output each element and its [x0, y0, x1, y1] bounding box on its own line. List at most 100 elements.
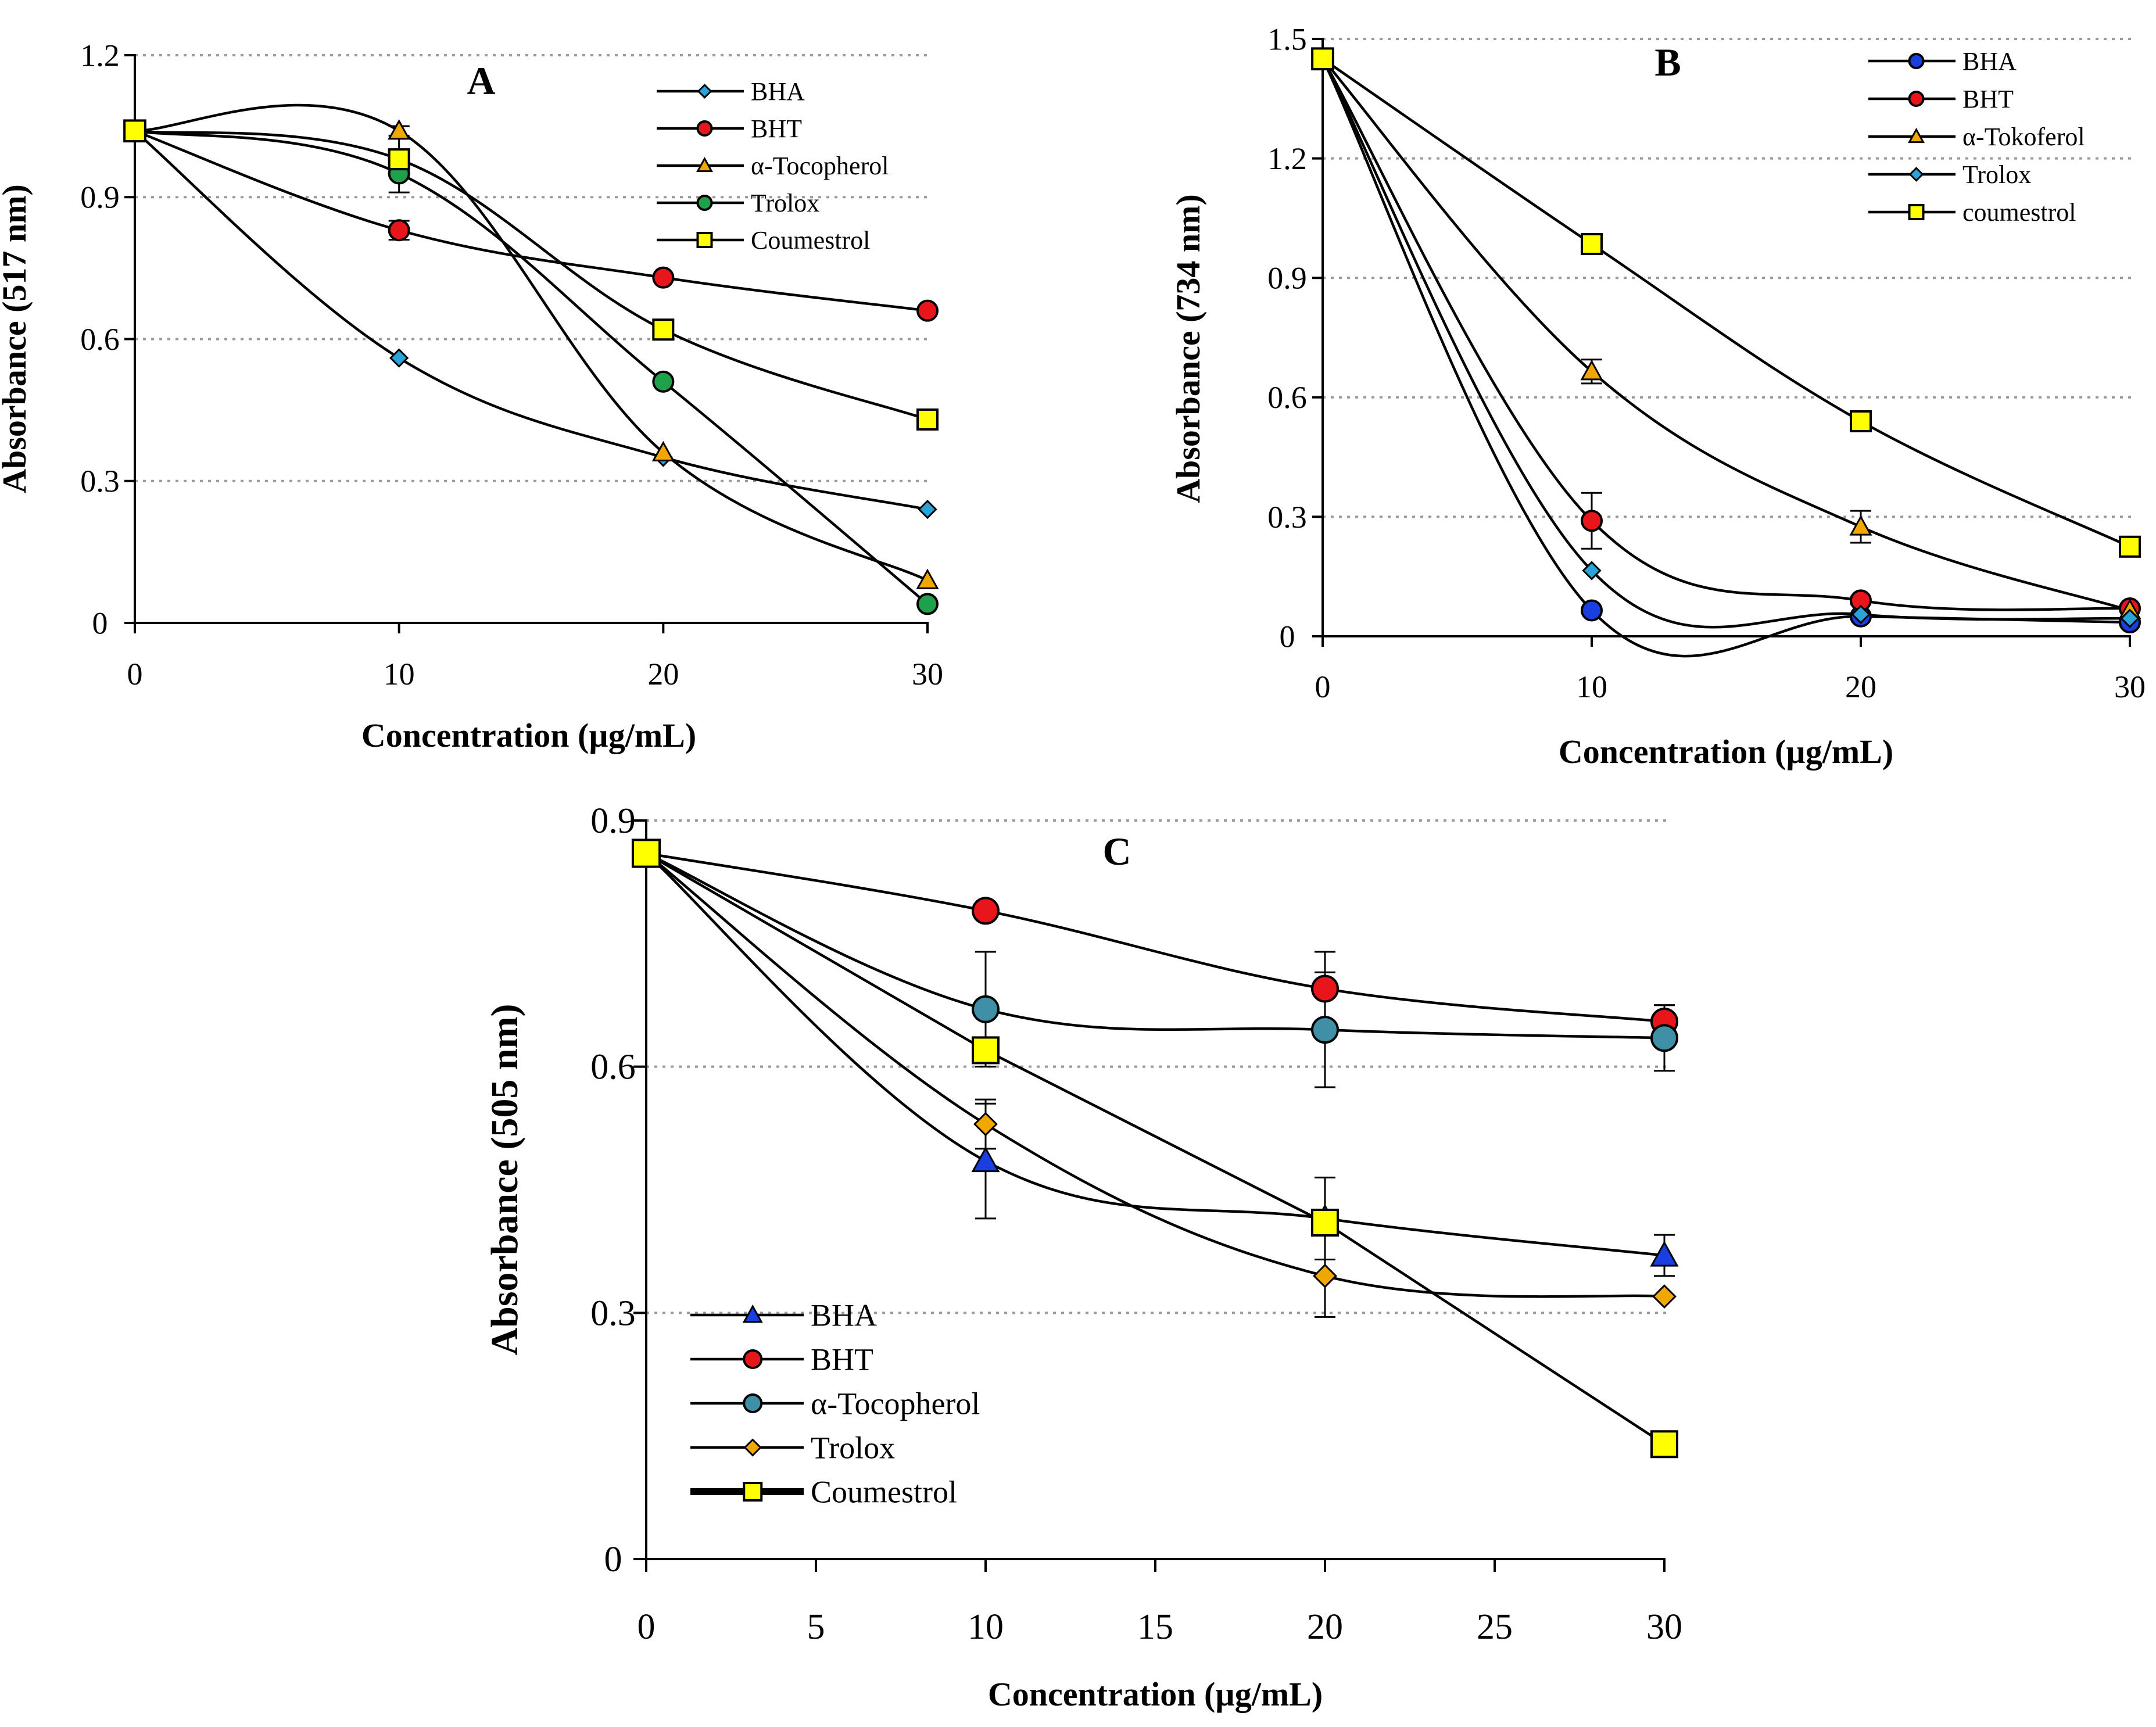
legend-marker-alpha-tokoferol	[1907, 127, 1925, 144]
y-tick-label: 1.2	[1267, 141, 1307, 176]
x-axis-title: Concentration (µg/mL)	[361, 716, 696, 754]
legend-label-coumestrol: coumestrol	[1962, 198, 2076, 227]
data-point-bht	[1311, 974, 1339, 1003]
data-point-alpha-tokoferol	[1580, 360, 1603, 381]
series-line-trolox	[645, 852, 1665, 1298]
y-tick-label: 0.9	[590, 801, 636, 841]
legend-label-alpha-tocopherol: α-Tocopherol	[811, 1386, 980, 1421]
data-point-alpha-tokoferol	[1849, 515, 1872, 536]
data-point-trolox	[1582, 561, 1602, 581]
series-line-coumestrol	[134, 130, 928, 421]
y-tick-label: 0.9	[80, 180, 120, 215]
x-tick-label: 30	[2114, 669, 2146, 704]
x-tick-label: 30	[1646, 1607, 1682, 1647]
data-point-alpha-tocopherol	[651, 440, 675, 461]
data-point-coumestrol	[1311, 47, 1334, 71]
y-tick-label: 0.3	[590, 1294, 636, 1333]
legend-label-bha: BHA	[751, 77, 805, 106]
data-point-coumestrol	[2119, 535, 2141, 558]
y-axis-title: Absorbance (517 nm)	[0, 184, 33, 493]
legend: BHA BHT α-Tocopherol Trolox Coumestrol	[690, 1298, 980, 1509]
legend-marker-coumestrol	[743, 1482, 763, 1502]
data-point-trolox	[2120, 608, 2140, 628]
data-point-bht	[1581, 510, 1603, 532]
chart-panel-b: 0 0.3 0.6 0.9 1.2 1.5 0 10 20 30 Concentration (µg…	[1169, 22, 2146, 771]
data-point-bha	[1581, 599, 1603, 622]
y-axis-title: Absorbance (734 nm)	[1169, 194, 1207, 503]
data-point-alpha-tocopherol	[1650, 1024, 1678, 1052]
chart-panel-c: 0 0.3 0.6 0.9 0 5 10 15 20 25 30 Concentration (µg/…	[484, 801, 1682, 1713]
legend-label-bht: BHT	[751, 114, 802, 143]
data-point-bha	[1650, 1241, 1679, 1267]
legend-marker-bht	[1908, 91, 1925, 107]
data-point-alpha-tocopherol	[1311, 1016, 1339, 1044]
panel-letter: A	[467, 59, 495, 103]
legend-marker-bht	[743, 1349, 763, 1369]
y-tick-label: 0	[92, 605, 108, 640]
legend-marker-alpha-tocopherol	[696, 156, 714, 173]
data-point-alpha-tocopherol	[388, 119, 411, 140]
x-axis-title: Concentration (µg/mL)	[988, 1675, 1323, 1713]
x-tick-label: 15	[1137, 1607, 1173, 1647]
data-point-bht	[972, 897, 1000, 925]
x-axis-title: Concentration (µg/mL)	[1559, 733, 1893, 771]
series-line-alpha-tocopherol	[646, 852, 1665, 1040]
panel-letter: C	[1102, 829, 1131, 873]
legend-marker-coumestrol	[696, 232, 713, 248]
data-point-bha	[918, 499, 937, 519]
series-line-trolox	[1321, 58, 2130, 629]
legend-marker-trolox	[1908, 167, 1924, 182]
data-point-bha	[971, 1146, 1000, 1173]
data-point-coumestrol	[1311, 1208, 1339, 1237]
legend-label-alpha-tokoferol: α-Tokoferol	[1962, 123, 2085, 151]
data-point-bht	[652, 266, 675, 289]
y-tick-label: 0.3	[1267, 500, 1307, 535]
data-point-coumestrol	[1850, 410, 1872, 432]
x-tick-label: 20	[1307, 1607, 1343, 1647]
series-line-trolox	[134, 130, 929, 605]
x-tick-label: 20	[1845, 669, 1876, 704]
data-point-coumestrol	[123, 119, 146, 143]
x-tick-label: 10	[384, 657, 415, 691]
data-point-bht	[388, 219, 410, 242]
y-tick-label: 0	[604, 1540, 622, 1579]
legend-label-alpha-tocopherol: α-Tocopherol	[751, 152, 889, 180]
data-point-coumestrol	[631, 839, 661, 868]
x-tick-label: 25	[1477, 1607, 1513, 1647]
x-tick-label: 10	[1576, 669, 1607, 704]
legend-label-coumestrol: Coumestrol	[811, 1474, 957, 1509]
legend-label-trolox: Trolox	[1962, 160, 2031, 189]
panel-letter: B	[1654, 40, 1681, 84]
series-line-bht	[646, 852, 1665, 1023]
legend-label-trolox: Trolox	[751, 189, 819, 217]
data-point-coumestrol	[1581, 232, 1603, 255]
legend-label-bha: BHA	[811, 1298, 877, 1332]
data-point-trolox	[1851, 604, 1871, 624]
y-tick-label: 0.6	[1267, 380, 1307, 415]
legend: BHA BHT α-Tocopherol Trolox Coumestrol	[657, 77, 889, 255]
legend: BHA BHT α-Tokoferol Trolox coumestrol	[1868, 47, 2085, 227]
y-tick-label: 0	[1280, 619, 1295, 654]
x-tick-label: 0	[1315, 669, 1331, 704]
x-tick-label: 5	[807, 1607, 825, 1647]
legend-label-bht: BHT	[1962, 85, 2014, 113]
data-point-bht	[916, 299, 939, 322]
legend-marker-alpha-tocopherol	[743, 1393, 763, 1413]
data-point-alpha-tocopherol	[916, 568, 939, 589]
data-point-trolox	[1652, 1284, 1677, 1309]
x-tick-label: 10	[968, 1607, 1004, 1647]
legend-marker-bha	[742, 1304, 763, 1323]
data-point-trolox	[652, 370, 675, 393]
series-line-coumestrol	[645, 852, 1666, 1446]
y-tick-label: 1.5	[1267, 22, 1307, 56]
data-point-trolox	[1313, 1263, 1337, 1288]
series-line-coumestrol	[1321, 58, 2130, 548]
series-line-bht	[134, 130, 928, 312]
series-line-alpha-tocopherol	[134, 103, 928, 582]
series-line-alpha-tokoferol	[1321, 58, 2130, 612]
data-point-coumestrol	[972, 1036, 1000, 1065]
data-point-coumestrol	[916, 408, 939, 431]
data-point-trolox	[973, 1112, 998, 1137]
legend-label-bht: BHT	[811, 1342, 873, 1377]
